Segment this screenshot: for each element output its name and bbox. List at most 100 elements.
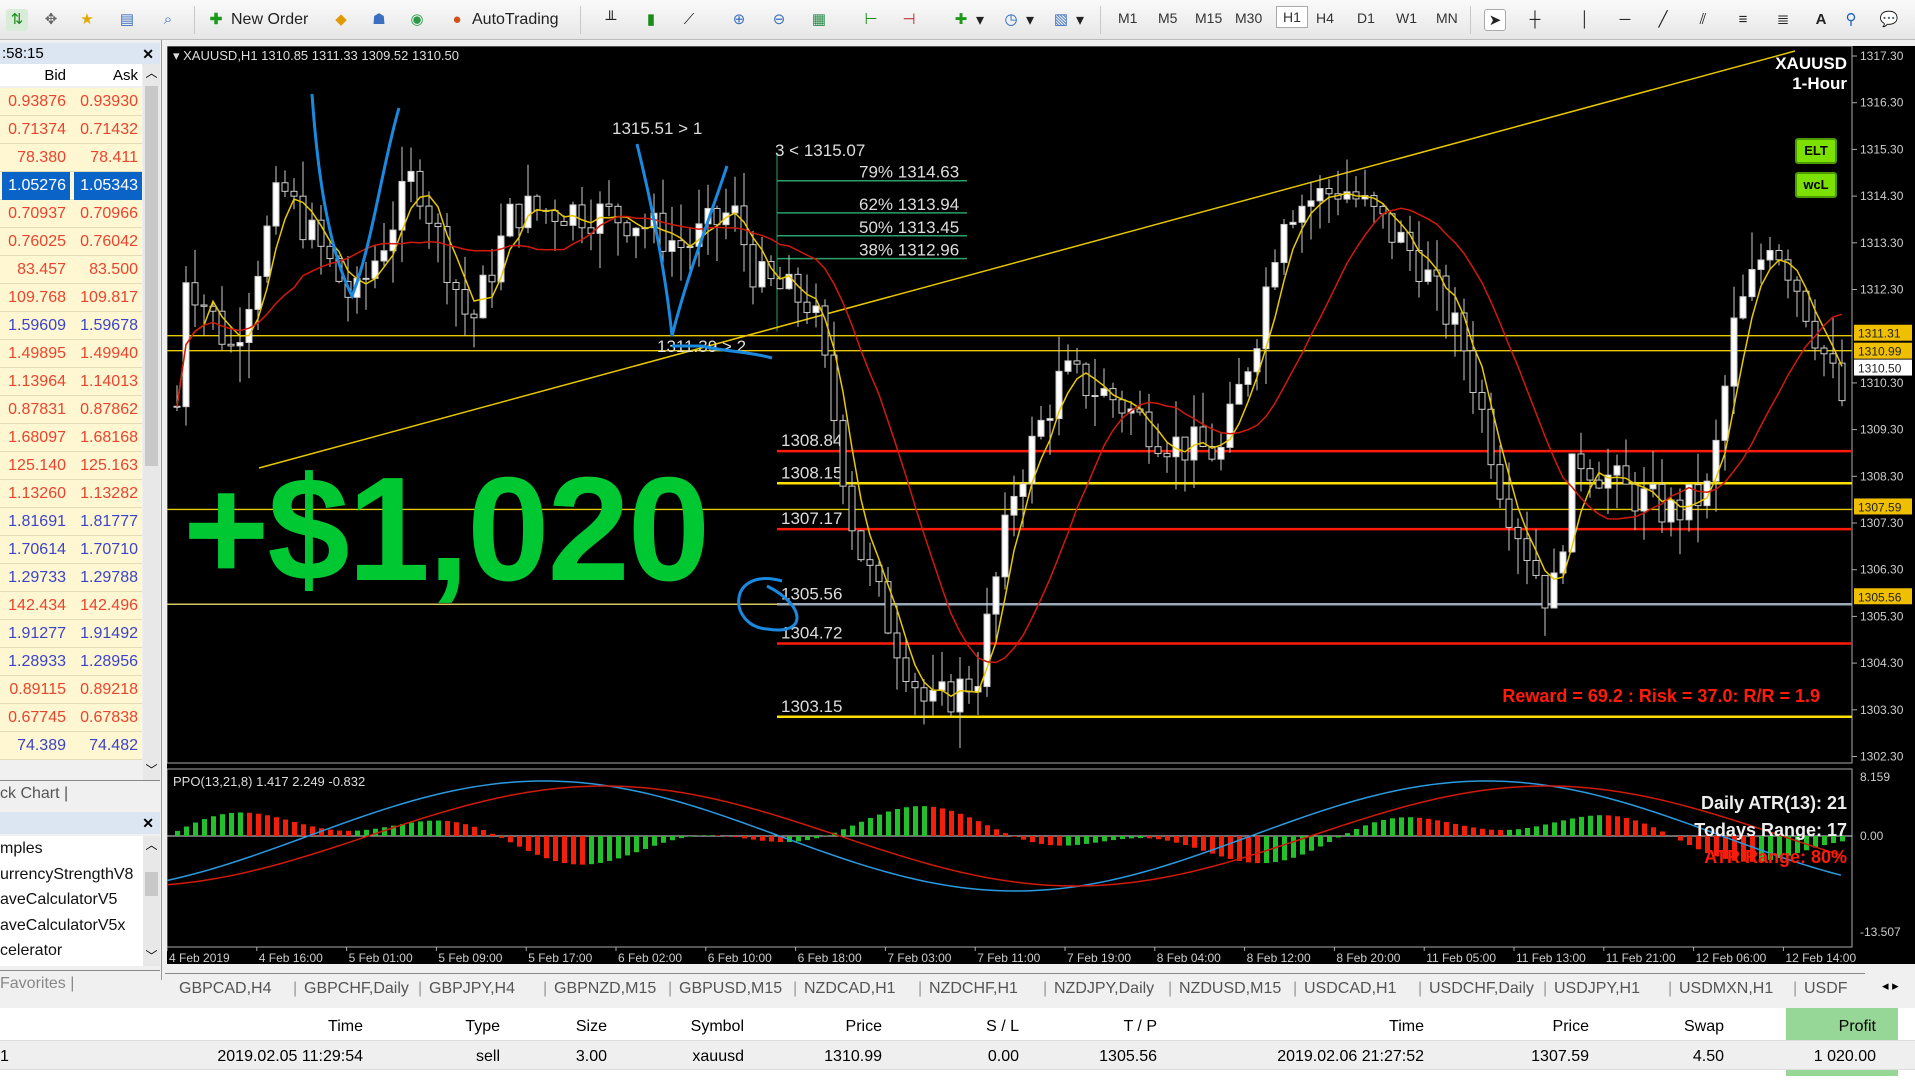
market-watch-row[interactable]: 83.457 83.500 (0, 256, 142, 284)
line-chart-icon[interactable]: ⟋ (683, 11, 695, 28)
table-row[interactable] (0, 1040, 1915, 1070)
price-chart[interactable]: 1317.30 1316.30 1315.30 1314.30 1313.30 1312.… (167, 46, 1915, 964)
column-header[interactable]: S / L (986, 1018, 1019, 1035)
market-icon[interactable]: ◆ (335, 11, 347, 28)
chart-tab[interactable]: GBPUSD,M15 (679, 980, 783, 997)
column-header[interactable]: Profit (1838, 1018, 1876, 1035)
market-watch-row[interactable]: 0.70937 0.70966 (0, 200, 142, 228)
chart-tab[interactable]: USDCHF,Daily (1429, 980, 1534, 997)
chart-tab[interactable]: USDMXN,H1 (1679, 980, 1774, 997)
market-watch-row[interactable]: 125.140 125.163 (0, 452, 142, 480)
navigator-item[interactable]: mples (0, 840, 43, 857)
new-chart-icon[interactable]: ⇅ (6, 6, 28, 34)
trendline-icon[interactable]: ╱ (1658, 11, 1668, 28)
chart-tab[interactable]: USDF (1804, 980, 1848, 997)
timeframe-m15[interactable]: M15 (1195, 10, 1223, 26)
search-icon[interactable]: ⚲ (1845, 11, 1857, 28)
fibonacci-icon[interactable]: ≡ (1738, 11, 1748, 28)
chart-tab[interactable]: NZDCAD,H1 (804, 980, 896, 997)
market-watch-row[interactable]: 1.70614 1.70710 (0, 536, 142, 564)
signals-icon[interactable]: ☗ (372, 11, 386, 28)
autoscroll-icon[interactable]: ⊣ (902, 11, 916, 28)
timeframe-m30[interactable]: M30 (1235, 10, 1263, 26)
market-watch-row[interactable]: 142.434 142.496 (0, 592, 142, 620)
indicators-icon[interactable]: ✚ ▾ (954, 11, 985, 29)
timeframe-h1[interactable]: H1 (1276, 6, 1308, 28)
bar-chart-icon[interactable]: ╨ (605, 11, 617, 28)
ask-column-header[interactable]: Ask (112, 67, 138, 84)
chart-tab[interactable]: USDJPY,H1 (1554, 980, 1640, 997)
market-watch-row[interactable]: 1.13260 1.13282 (0, 480, 142, 508)
scroll-down-icon[interactable]: ﹀ (145, 763, 158, 777)
market-watch-row[interactable]: 1.59609 1.59678 (0, 312, 142, 340)
market-watch-row[interactable]: 1.05276 1.05343 (0, 172, 142, 200)
crosshair-icon[interactable]: ┼ (1529, 11, 1541, 28)
market-watch-scrollbar[interactable]: ︿ ﹀ (143, 64, 160, 780)
timeframe-d1[interactable]: D1 (1357, 10, 1375, 26)
new-order-button[interactable]: ✚ New Order (205, 6, 309, 34)
chart-tab[interactable]: NZDUSD,M15 (1179, 980, 1282, 997)
market-watch-row[interactable]: 78.380 78.411 (0, 144, 142, 172)
cursor-icon[interactable]: ➤ (1484, 6, 1506, 34)
timeframe-w1[interactable]: W1 (1396, 10, 1417, 26)
market-watch-row[interactable]: 1.29733 1.29788 (0, 564, 142, 592)
market-watch-row[interactable]: 0.87831 0.87862 (0, 396, 142, 424)
timeframe-m5[interactable]: M5 (1158, 10, 1178, 26)
scroll-up-icon[interactable]: ︿ (145, 66, 158, 80)
market-watch-row[interactable]: 1.13964 1.14013 (0, 368, 142, 396)
market-watch-row[interactable]: 1.91277 1.91492 (0, 620, 142, 648)
text-icon[interactable]: A (1815, 11, 1827, 28)
market-watch-row[interactable]: 0.76025 0.76042 (0, 228, 142, 256)
market-watch-row[interactable]: 1.81691 1.81777 (0, 508, 142, 536)
column-header[interactable]: Size (575, 1018, 607, 1035)
column-header[interactable]: Price (1552, 1018, 1589, 1035)
broadcast-icon[interactable]: ◉ (410, 11, 424, 28)
autotrading-button[interactable]: ● AutoTrading (446, 6, 558, 34)
chart-tab[interactable]: GBPJPY,H4 (429, 980, 515, 997)
chart-tab[interactable]: GBPNZD,M15 (554, 980, 657, 997)
tabs-scroll-arrows[interactable]: ◂ ▸ (1882, 978, 1899, 993)
favorites-icon[interactable]: ★ (80, 11, 94, 28)
horizontal-line-icon[interactable]: ─ (1619, 11, 1631, 28)
column-header[interactable]: Symbol (690, 1018, 744, 1035)
market-watch-row[interactable]: 1.49895 1.49940 (0, 340, 142, 368)
timeframe-mn[interactable]: MN (1436, 10, 1458, 26)
market-watch-row[interactable]: 0.71374 0.71432 (0, 116, 142, 144)
elt-button[interactable]: ELT (1795, 138, 1837, 164)
bid-column-header[interactable]: Bid (44, 67, 66, 84)
favorites-tab[interactable]: Favorites | (0, 970, 160, 996)
chart-window[interactable]: 1317.30 1316.30 1315.30 1314.30 1313.30 1312.… (167, 46, 1915, 964)
column-header[interactable]: T / P (1123, 1018, 1158, 1035)
strategy-tester-icon[interactable]: ⌕ (163, 11, 173, 28)
chart-tab[interactable]: USDCAD,H1 (1304, 980, 1397, 997)
navigator-item[interactable]: aveCalculatorV5x (0, 916, 126, 934)
market-watch-row[interactable]: 0.93876 0.93930 (0, 88, 142, 116)
timeframe-h4[interactable]: H4 (1316, 10, 1334, 26)
zoom-out-icon[interactable]: ⊖ (772, 11, 786, 28)
navigator-scrollbar[interactable]: ︿ ﹀ (143, 836, 160, 966)
market-watch-row[interactable]: 0.67745 0.67838 (0, 704, 142, 732)
chart-tab[interactable]: GBPCHF,Daily (304, 980, 409, 997)
chart-shift-icon[interactable]: ⊢ (864, 11, 878, 28)
chat-icon[interactable]: 💬 (1879, 11, 1899, 28)
market-watch-row[interactable]: 1.68097 1.68168 (0, 424, 142, 452)
market-watch-row[interactable]: 0.89115 0.89218 (0, 676, 142, 704)
crosshair-move-icon[interactable]: ✥ (44, 11, 58, 28)
column-header[interactable]: Time (1389, 1018, 1424, 1035)
navigator-item[interactable]: aveCalculatorV5 (0, 891, 118, 908)
vertical-line-icon[interactable]: │ (1580, 11, 1590, 28)
column-header[interactable]: Time (328, 1018, 363, 1035)
tick-chart-tab[interactable]: ck Chart | (0, 780, 160, 806)
column-header[interactable]: Swap (1683, 1018, 1724, 1035)
wcl-button[interactable]: wcL (1795, 172, 1837, 198)
templates-icon[interactable]: ▧ ▾ (1053, 11, 1085, 29)
market-watch-row[interactable]: 109.768 109.817 (0, 284, 142, 312)
equidistant-channel-icon[interactable]: ⫽ (1699, 11, 1707, 28)
navigator-item[interactable]: celerator (0, 942, 63, 959)
tile-windows-icon[interactable]: ▦ (811, 11, 827, 28)
market-watch-row[interactable]: 74.389 74.482 (0, 732, 142, 760)
periods-icon[interactable]: ◷ ▾ (1004, 11, 1035, 29)
navigator-item[interactable]: urrencyStrengthV8 (0, 865, 134, 883)
chart-tab[interactable]: NZDJPY,Daily (1054, 980, 1155, 997)
close-icon[interactable]: ✕ (142, 815, 154, 831)
